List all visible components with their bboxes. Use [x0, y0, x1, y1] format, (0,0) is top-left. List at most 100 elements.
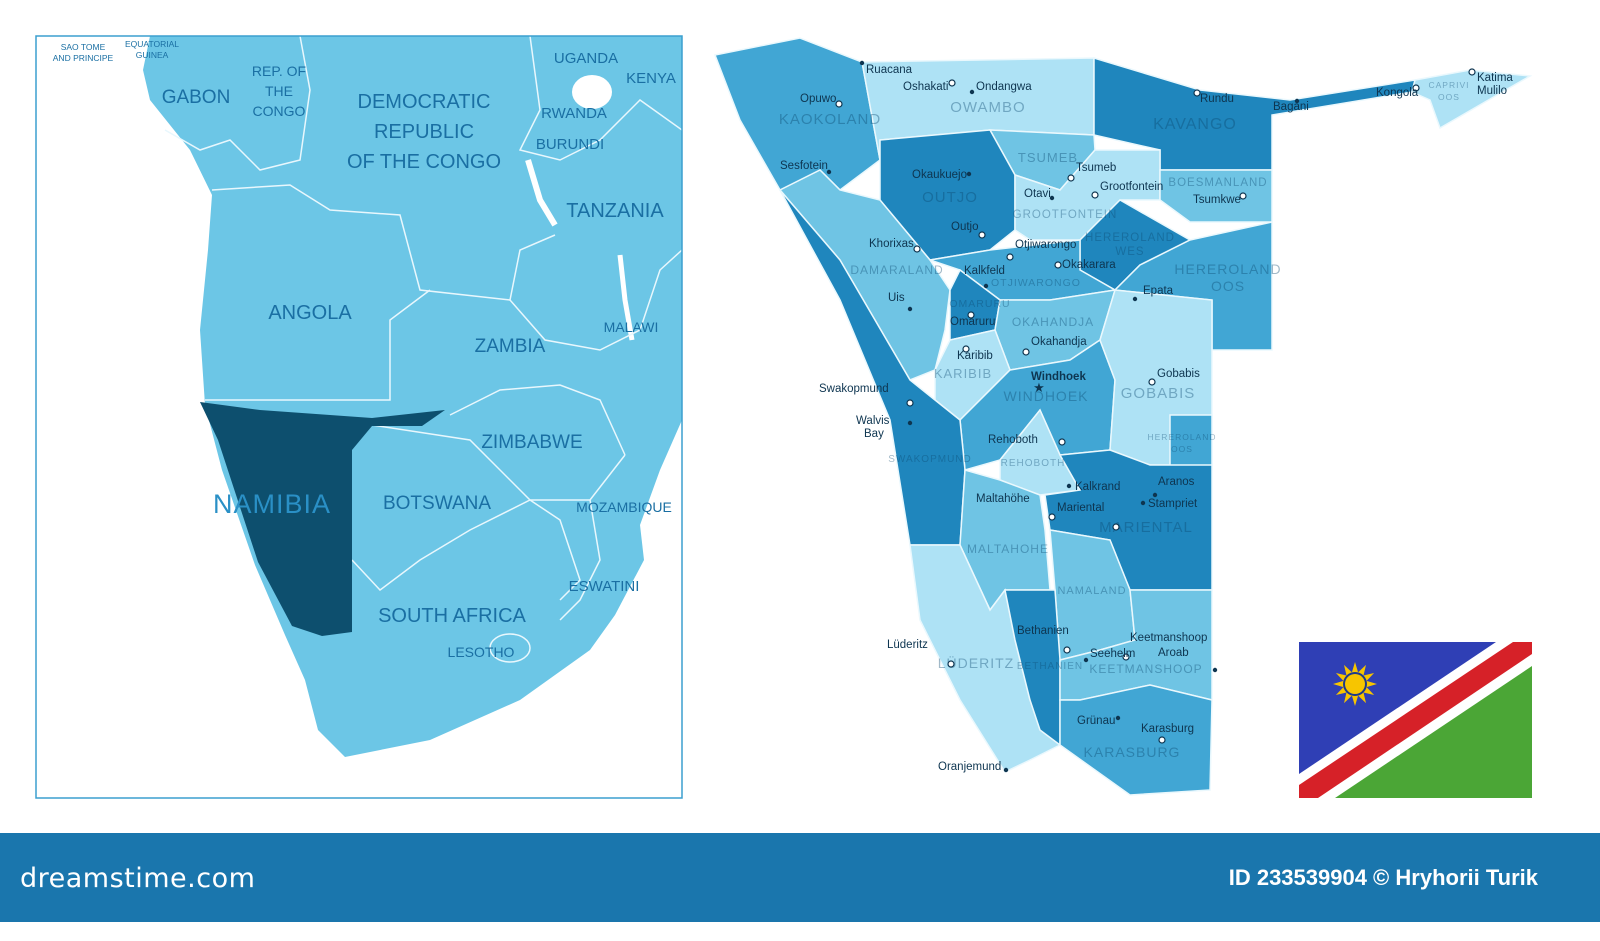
city-otjiwarongo[interactable]: Otjiwarongo [1006, 239, 1076, 261]
region-label-bethanien: BETHANIEN [1017, 661, 1083, 672]
city-swakopmund[interactable]: Swakopmund [819, 383, 914, 407]
city-ruacana[interactable]: Ruacana [859, 60, 913, 76]
city-dot-icon [1003, 767, 1009, 773]
city-bagani[interactable]: Bagani [1273, 98, 1309, 113]
city-aroab[interactable]: Aroab [1158, 647, 1218, 673]
city-okaukuejo[interactable]: Okaukuejo [912, 169, 972, 181]
city-label: Sesfotein [780, 160, 828, 172]
city-label: Omaruru [950, 316, 995, 328]
region-label-caprivi-oos: CAPRIVI OOS [1428, 80, 1469, 102]
city-okahandja[interactable]: Okahandja [1022, 336, 1087, 356]
city-grootfontein[interactable]: Grootfontein [1091, 181, 1163, 199]
city-kongola[interactable]: Kongola [1376, 84, 1420, 99]
region-label-keetmanshoop: KEETMANSHOOP [1089, 662, 1202, 676]
city-tsumkwe[interactable]: Tsumkwe [1193, 192, 1247, 206]
city-label: Rehoboth [988, 434, 1038, 446]
region-label-swakopmund: SWAKOPMUND [888, 454, 972, 465]
city-lu-deritz[interactable]: Lüderitz [887, 639, 955, 668]
city-outjo[interactable]: Outjo [951, 221, 986, 239]
city-label: Bethanien [1017, 625, 1069, 637]
region-label-mariental: MARIENTAL [1099, 519, 1193, 536]
city-circle-icon [1158, 736, 1166, 744]
region-label-grootfontein: GROOTFONTEIN [1013, 209, 1118, 221]
city-dot-icon [1083, 657, 1089, 663]
region-label-tsumeb: TSUMEB [1018, 150, 1078, 165]
city-tsumeb[interactable]: Tsumeb [1067, 162, 1116, 182]
city-rundu[interactable]: Rundu [1193, 89, 1234, 105]
namibia-flag [1299, 642, 1532, 798]
city-label: Grünau [1077, 715, 1115, 727]
region-grootfontein[interactable] [1014, 149, 1161, 241]
city-walvis-bay[interactable]: Walvis Bay [856, 415, 913, 440]
region-hereroland-oos[interactable] [1169, 414, 1213, 471]
city-gobabis[interactable]: Gobabis [1148, 368, 1200, 386]
city-omaruru[interactable]: Omaruru [950, 311, 995, 328]
city-keetmanshoop[interactable]: Keetmanshoop [1122, 632, 1207, 661]
city-epata[interactable]: Epata [1132, 285, 1174, 302]
city-okakarara[interactable]: Okakarara [1054, 259, 1116, 271]
locator-map: SAO TOME AND PRINCIPE EQUATORIAL GUINEA GABO… [35, 35, 683, 799]
city-dot-icon [907, 306, 913, 312]
city-label: Maltahöhe [976, 493, 1030, 505]
map-canvas: SAO TOME AND PRINCIPE EQUATORIAL GUINEA GABO… [35, 35, 1533, 799]
city-rehoboth[interactable]: Rehoboth [988, 434, 1066, 446]
city-label: Keetmanshoop [1130, 632, 1207, 644]
city-label: Swakopmund [819, 383, 889, 395]
city-opuwo[interactable]: Opuwo [800, 93, 843, 108]
city-kalkrand[interactable]: Kalkrand [1066, 481, 1121, 493]
city-label: Kongola [1376, 87, 1419, 99]
capital-star-icon: ★ [1033, 381, 1045, 396]
city-label: Okakarara [1062, 259, 1116, 271]
city-circle-icon [1122, 653, 1130, 661]
region-bethanien[interactable] [1004, 589, 1061, 747]
country-label-sao-tome-and-principe: SAO TOME AND PRINCIPE [53, 42, 114, 63]
city-karasburg[interactable]: Karasburg [1141, 723, 1194, 744]
region-boesmanland[interactable] [1159, 169, 1273, 223]
city-oranjemund[interactable]: Oranjemund [938, 761, 1009, 773]
city-label: Seehelm [1090, 648, 1135, 660]
city-dot-icon [1115, 715, 1121, 721]
city-circle-icon [913, 245, 921, 253]
city-circle-icon [1112, 523, 1120, 531]
city-label: Bagani [1273, 101, 1309, 113]
city-dot-icon [1212, 667, 1218, 673]
city-dot-icon [907, 420, 913, 426]
city-circle-icon [1006, 253, 1014, 261]
city-label: Rundu [1200, 93, 1234, 105]
brand-logo[interactable]: dreamstime.com [20, 863, 256, 894]
city-maltaho-he[interactable]: Maltahöhe [976, 493, 1056, 521]
city-label: Oshakati [903, 81, 948, 93]
city-stampriet[interactable]: Stampriet [1140, 498, 1198, 510]
city-katima-mulilo[interactable]: Katima Mulilo [1468, 68, 1513, 97]
city-windhoek[interactable]: ★Windhoek [1031, 371, 1086, 396]
country-label-namibia: NAMIBIA [213, 489, 331, 519]
city-otavi[interactable]: Otavi [1024, 188, 1055, 201]
city-mariental[interactable]: Mariental [1057, 502, 1120, 531]
region-karasburg[interactable] [1059, 684, 1213, 796]
country-label-lesotho: LESOTHO [448, 644, 515, 660]
city-label: Uis [888, 292, 905, 304]
country-label-rwanda: RWANDA [541, 105, 607, 122]
city-sesfotein[interactable]: Sesfotein [780, 160, 832, 175]
city-aranos[interactable]: Aranos [1152, 476, 1195, 498]
city-seehelm[interactable]: Seehelm [1083, 648, 1136, 663]
city-gru-nau[interactable]: Grünau [1077, 715, 1121, 727]
city-dot-icon [969, 89, 975, 95]
city-label: Ondangwa [976, 81, 1032, 93]
city-dot-icon [1152, 492, 1158, 498]
city-kalkfeld[interactable]: Kalkfeld [964, 265, 1005, 289]
region-kavango[interactable] [1093, 56, 1417, 171]
city-ondangwa[interactable]: Ondangwa [969, 81, 1032, 95]
lesotho-shape [489, 633, 531, 663]
city-label: Kalkfeld [964, 265, 1005, 277]
city-oshakati[interactable]: Oshakati [903, 79, 956, 93]
city-bethanien[interactable]: Bethanien [1017, 625, 1071, 654]
city-label: Aroab [1158, 647, 1189, 659]
city-uis[interactable]: Uis [888, 292, 913, 312]
city-karibib[interactable]: Karibib [957, 345, 993, 362]
region-label-namaland: NAMALAND [1057, 585, 1126, 597]
region-label-otjiwarongo: OTJIWARONGO [991, 277, 1081, 289]
city-khorixas[interactable]: Khorixas [869, 238, 921, 253]
city-dot-icon [1066, 483, 1072, 489]
city-dot-icon [1294, 98, 1300, 104]
